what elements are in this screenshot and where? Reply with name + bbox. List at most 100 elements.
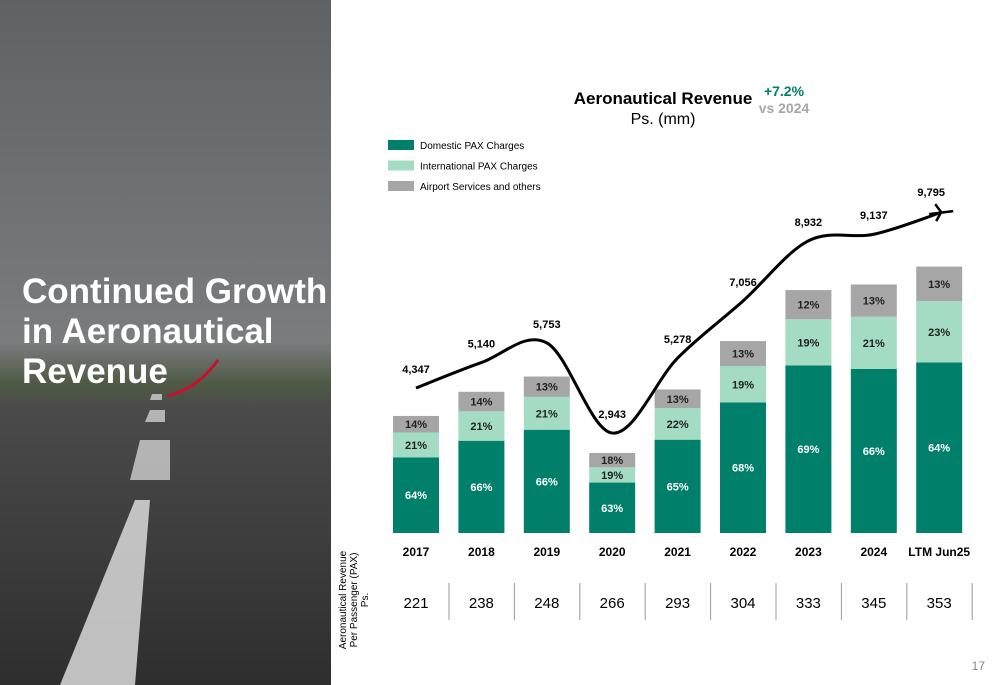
total-label: 2,943 <box>598 409 626 421</box>
plane-icon <box>929 203 954 222</box>
x-tick-label: 2020 <box>599 545 626 559</box>
total-label: 7,056 <box>729 277 757 289</box>
bar-segment <box>720 402 766 533</box>
per-pax-value: 266 <box>600 595 625 612</box>
bar-label: 23% <box>928 327 950 339</box>
bar-label: 21% <box>863 338 885 350</box>
per-pax-label: Per Passenger (PAX) <box>349 553 360 648</box>
per-pax-value: 304 <box>730 595 755 612</box>
bar-label: 69% <box>797 444 819 456</box>
bar-segment <box>785 319 832 366</box>
x-tick-label: 2023 <box>795 545 822 559</box>
bar-segment <box>850 284 897 317</box>
bar-label: 13% <box>863 296 885 308</box>
x-tick-label: LTM Jun25 <box>908 545 970 559</box>
bar-label: 64% <box>928 443 950 455</box>
bar-label: 12% <box>797 300 819 312</box>
bar-segment <box>785 365 832 533</box>
bar-label: 19% <box>601 470 623 482</box>
legend-label: Airport Services and others <box>420 182 541 193</box>
bar-segment <box>916 266 963 302</box>
x-tick-label: 2018 <box>468 545 495 559</box>
bar-segment <box>458 391 505 412</box>
legend-label: Domestic PAX Charges <box>420 141 524 152</box>
bar-segment <box>523 376 570 397</box>
bar-label: 63% <box>601 503 623 515</box>
bar-segment <box>393 432 439 458</box>
bar-label: 18% <box>601 455 623 467</box>
page-number: 17 <box>972 659 986 673</box>
bar-label: 13% <box>928 279 950 291</box>
per-pax-value: 333 <box>796 595 821 612</box>
bar-segment <box>720 366 766 403</box>
bar-label: 13% <box>667 394 689 406</box>
chart-subtitle: Ps. (mm) <box>631 111 696 128</box>
total-line <box>415 211 940 435</box>
bar-label: 22% <box>667 419 689 431</box>
bar-segment <box>589 482 636 533</box>
slide-title: Continued Growth <box>22 272 327 311</box>
bar-label: 21% <box>470 421 492 433</box>
bar-segment <box>654 439 701 533</box>
x-tick-label: 2017 <box>403 545 430 559</box>
bar-segment <box>393 457 439 533</box>
bar-segment <box>916 362 963 533</box>
per-pax-value: 221 <box>403 595 428 612</box>
bar-label: 21% <box>405 440 427 452</box>
per-pax-value: 345 <box>861 595 886 612</box>
total-label: 5,140 <box>468 339 496 351</box>
chart-title: Aeronautical Revenue <box>574 89 753 108</box>
bar-segment <box>720 341 766 367</box>
total-label: 5,278 <box>664 334 692 346</box>
legend-label: International PAX Charges <box>420 162 538 173</box>
bar-segment <box>850 316 897 369</box>
bar-label: 13% <box>732 349 754 361</box>
bar-segment <box>916 301 963 363</box>
per-pax-value: 293 <box>665 595 690 612</box>
total-label: 5,753 <box>533 319 561 331</box>
total-label: 9,795 <box>917 187 945 199</box>
bar-segment <box>654 389 701 409</box>
x-tick-label: 2022 <box>730 545 757 559</box>
bar-label: 66% <box>470 482 492 494</box>
bar-segment <box>458 440 505 533</box>
bar-segment <box>785 290 832 320</box>
total-label: 8,932 <box>795 217 823 229</box>
growth-note: vs 2024 <box>759 100 810 116</box>
bar-label: 66% <box>536 476 558 488</box>
bar-segment <box>523 429 570 533</box>
bar-segment <box>589 467 636 483</box>
bar-label: 21% <box>536 408 558 420</box>
bar-label: 68% <box>732 463 754 475</box>
bar-segment <box>458 411 505 441</box>
bar-label: 13% <box>536 382 558 394</box>
per-pax-value: 238 <box>469 595 494 612</box>
bar-label: 19% <box>797 337 819 349</box>
slide-title: in Aeronautical <box>22 312 274 351</box>
bar-label: 19% <box>732 379 754 391</box>
bar-segment <box>393 415 439 433</box>
per-pax-value: 353 <box>927 595 952 612</box>
bar-segment <box>654 408 701 440</box>
legend-swatch <box>388 160 414 171</box>
legend-swatch <box>388 181 414 191</box>
slide-title: Revenue <box>22 352 168 391</box>
x-tick-label: 2021 <box>664 545 691 559</box>
per-pax-label: Aeronautical Revenue <box>338 550 349 649</box>
x-tick-label: 2024 <box>860 545 887 559</box>
bar-segment <box>589 452 636 468</box>
bar-segment <box>523 396 570 430</box>
bar-label: 14% <box>470 397 492 409</box>
bar-label: 65% <box>667 481 689 493</box>
total-label: 9,137 <box>860 210 888 222</box>
growth: +7.2% <box>764 83 805 99</box>
bar-segment <box>850 368 897 533</box>
bar-label: 14% <box>405 419 427 431</box>
x-tick-label: 2019 <box>533 545 560 559</box>
background-photo <box>0 0 331 685</box>
bar-label: 64% <box>405 490 427 502</box>
per-pax-value: 248 <box>534 595 559 612</box>
total-label: 4,347 <box>402 364 430 376</box>
